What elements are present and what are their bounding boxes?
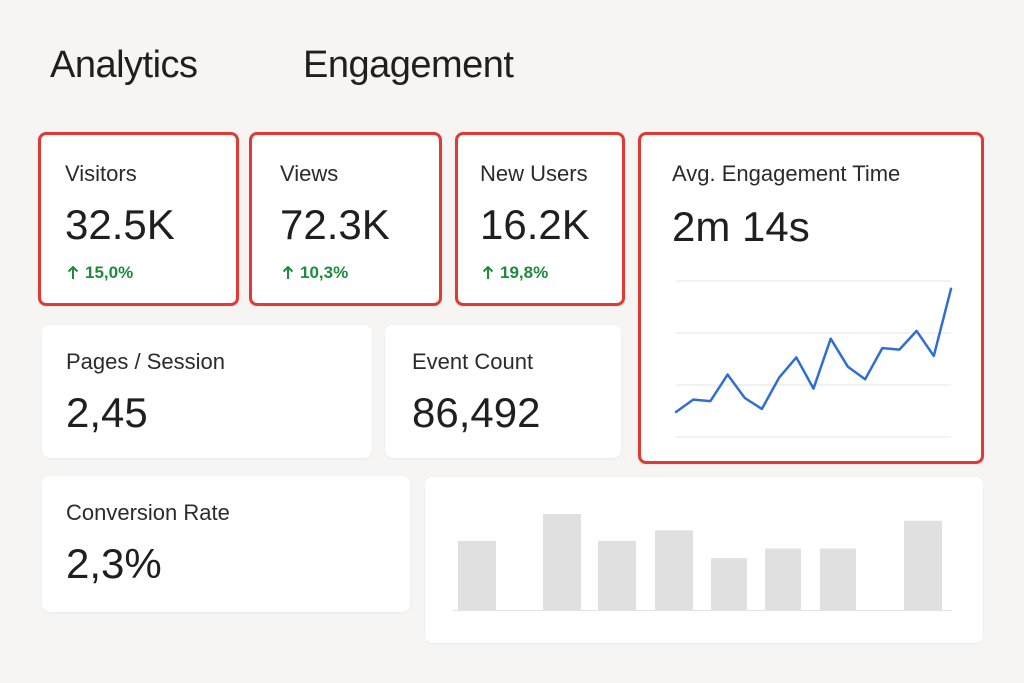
avg-engagement-value: 2m 14s — [672, 203, 810, 250]
bar — [458, 540, 496, 610]
views-card[interactable]: Views 72.3K 10,3% — [249, 132, 442, 306]
new-users-delta: 19,8% — [482, 263, 548, 283]
engagement-line-chart — [674, 280, 953, 438]
conversion-rate-label: Conversion Rate — [66, 500, 230, 525]
pages-session-card[interactable]: Pages / Session 2,45 — [42, 325, 372, 458]
visitors-label: Visitors — [65, 161, 137, 186]
conversion-rate-card[interactable]: Conversion Rate 2,3% — [42, 476, 410, 612]
conversion-rate-value: 2,3% — [66, 540, 162, 587]
new-users-card[interactable]: New Users 16.2K 19,8% — [455, 132, 625, 306]
event-count-card[interactable]: Event Count 86,492 — [385, 325, 621, 458]
views-delta: 10,3% — [282, 263, 348, 283]
pages-session-label: Pages / Session — [66, 349, 225, 374]
event-count-value: 86,492 — [412, 389, 541, 436]
visitors-card[interactable]: Visitors 32.5K 15,0% — [38, 132, 239, 306]
bar — [820, 548, 856, 610]
visitors-delta-text: 15,0% — [85, 263, 134, 282]
visitors-value: 32.5K — [65, 201, 175, 248]
placeholder-bar-chart — [453, 514, 952, 611]
arrow-up-icon — [282, 266, 294, 279]
bar — [765, 548, 801, 610]
new-users-label: New Users — [480, 161, 588, 186]
new-users-delta-text: 19,8% — [500, 263, 549, 282]
views-value: 72.3K — [280, 201, 390, 248]
event-count-label: Event Count — [412, 349, 534, 374]
avg-engagement-label: Avg. Engagement Time — [672, 161, 901, 186]
views-label: Views — [280, 161, 339, 186]
bar — [598, 540, 636, 610]
bar-chart-card[interactable] — [425, 477, 983, 643]
bar — [655, 530, 693, 610]
bar — [543, 514, 581, 610]
arrow-up-icon — [67, 266, 79, 279]
arrow-up-icon — [482, 266, 494, 279]
views-delta-text: 10,3% — [300, 263, 349, 282]
pages-session-value: 2,45 — [66, 389, 148, 436]
visitors-delta: 15,0% — [67, 263, 133, 283]
new-users-value: 16.2K — [480, 201, 590, 248]
series-line — [674, 287, 953, 414]
bar — [904, 520, 942, 610]
tab-engagement[interactable]: Engagement — [303, 44, 514, 86]
bar — [711, 558, 747, 610]
avg-engagement-card[interactable]: Avg. Engagement Time 2m 14s — [638, 132, 984, 464]
tab-analytics[interactable]: Analytics — [50, 44, 198, 86]
